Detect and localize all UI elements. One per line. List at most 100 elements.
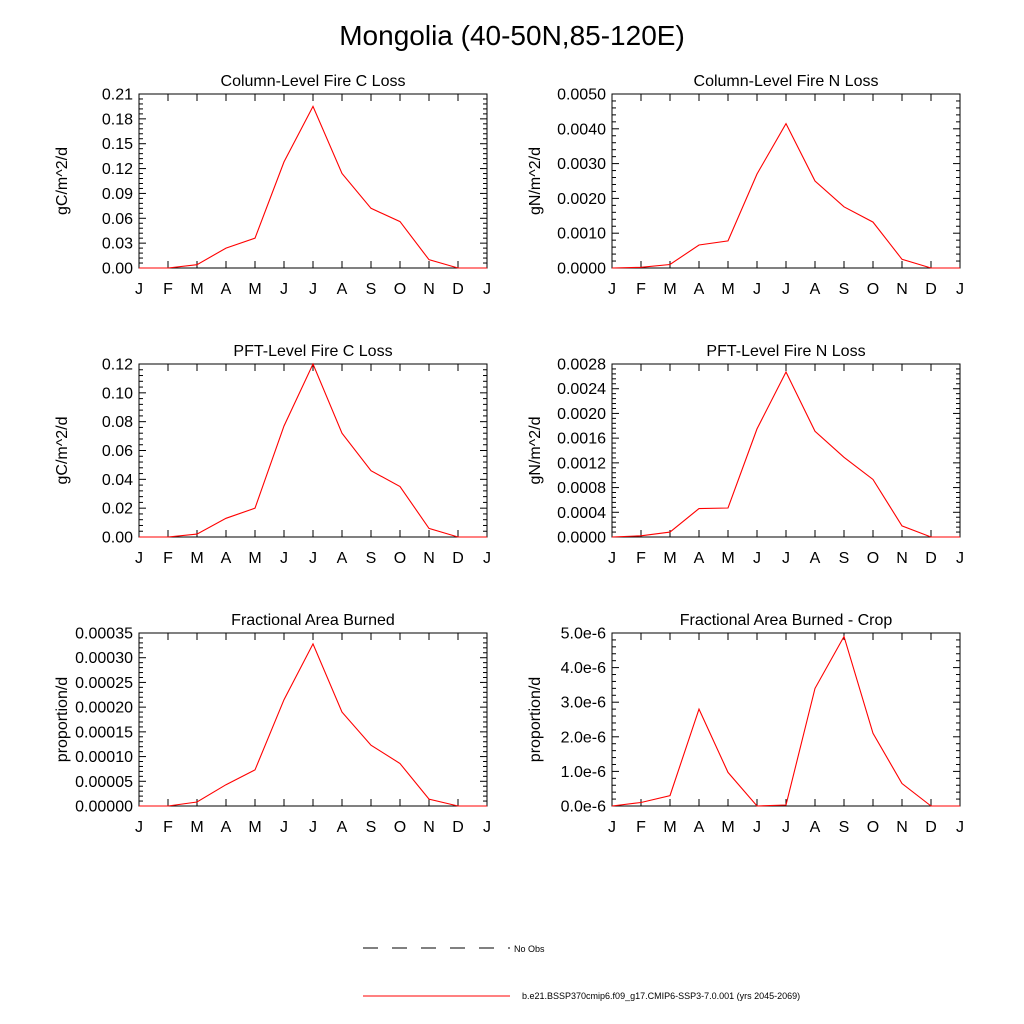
x-tick-label: J — [782, 550, 790, 567]
y-tick-label: 0.0008 — [557, 480, 606, 497]
x-tick-label: A — [694, 281, 705, 298]
y-tick-label: 0.0000 — [557, 261, 606, 278]
x-tick-label: J — [309, 550, 317, 567]
x-tick-label: A — [337, 281, 348, 298]
x-tick-label: F — [163, 550, 173, 567]
legend: No Obs b.e21.BSSP370cmip6.f09_g17.CMIP6-S… — [363, 944, 800, 1001]
x-tick-label: D — [925, 550, 937, 567]
x-tick-label: M — [663, 550, 676, 567]
x-tick-label: J — [956, 819, 964, 836]
y-tick-label: 0.10 — [102, 385, 133, 402]
x-tick-label: O — [394, 550, 406, 567]
y-tick-label: 0.18 — [102, 111, 133, 128]
y-tick-label: 0.0020 — [557, 191, 606, 208]
y-tick-label: 0.00010 — [75, 749, 133, 766]
chart-panel-2: Column-Level Fire N Loss gN/m^2/d 0.0000 0.… — [527, 73, 964, 298]
y-tick-label: 0.12 — [102, 357, 133, 374]
legend-label-no-obs: No Obs — [514, 944, 545, 954]
x-tick-label: J — [753, 281, 761, 298]
y-tick-label: 0.00030 — [75, 650, 133, 667]
x-tick-label: A — [694, 550, 705, 567]
x-tick-label: S — [839, 550, 850, 567]
y-tick-label: 0.0050 — [557, 87, 606, 104]
y-tick-label: 0.0030 — [557, 156, 606, 173]
x-tick-label: J — [956, 550, 964, 567]
x-tick-label: J — [280, 550, 288, 567]
y-tick-label: 0.12 — [102, 161, 133, 178]
x-tick-label: M — [190, 819, 203, 836]
y-tick-label: 0.09 — [102, 186, 133, 203]
panel-title: Column-Level Fire N Loss — [694, 73, 879, 90]
y-tick-label: 0.0000 — [557, 530, 606, 547]
y-tick-label: 0.04 — [102, 472, 133, 489]
y-tick-label: 0.0012 — [557, 455, 606, 472]
y-tick-label: 3.0e-6 — [561, 695, 606, 712]
y-tick-label: 4.0e-6 — [561, 660, 606, 677]
x-tick-label: J — [483, 550, 491, 567]
x-tick-label: J — [956, 281, 964, 298]
x-tick-label: A — [694, 819, 705, 836]
x-tick-label: D — [452, 819, 464, 836]
y-tick-label: 0.15 — [102, 136, 133, 153]
x-tick-label: A — [337, 819, 348, 836]
x-tick-label: M — [248, 819, 261, 836]
x-tick-label: O — [394, 281, 406, 298]
x-tick-label: F — [636, 550, 646, 567]
series-line-1 — [139, 105, 487, 269]
x-tick-label: J — [280, 819, 288, 836]
x-tick-label: S — [839, 819, 850, 836]
y-axis-label: gC/m^2/d — [54, 147, 71, 215]
x-tick-label: J — [608, 281, 616, 298]
y-axis-label: gN/m^2/d — [527, 417, 544, 485]
x-tick-label: M — [190, 550, 203, 567]
y-axis-label: proportion/d — [54, 677, 71, 762]
x-tick-label: J — [135, 281, 143, 298]
x-tick-label: O — [394, 819, 406, 836]
x-tick-label: F — [163, 819, 173, 836]
y-tick-label: 0.00035 — [75, 626, 133, 643]
x-tick-label: O — [867, 550, 879, 567]
x-tick-label: A — [337, 550, 348, 567]
x-tick-label: N — [423, 819, 435, 836]
x-tick-label: A — [810, 550, 821, 567]
chart-panel-4: PFT-Level Fire N Loss gN/m^2/d 0.0000 0.000… — [527, 343, 964, 567]
x-tick-label: M — [190, 281, 203, 298]
x-tick-label: S — [366, 819, 377, 836]
x-tick-label: N — [896, 281, 908, 298]
x-tick-label: J — [483, 281, 491, 298]
series-line-1 — [139, 642, 487, 807]
x-tick-label: M — [721, 819, 734, 836]
y-tick-label: 0.0010 — [557, 226, 606, 243]
y-tick-label: 0.00000 — [75, 799, 133, 816]
y-axis-label: proportion/d — [527, 677, 544, 762]
series-line-1 — [611, 635, 960, 807]
x-tick-label: J — [309, 281, 317, 298]
x-tick-label: J — [608, 550, 616, 567]
y-tick-label: 0.0040 — [557, 121, 606, 138]
y-tick-label: 0.0024 — [557, 381, 606, 398]
y-axis-label: gC/m^2/d — [54, 417, 71, 485]
x-tick-label: J — [483, 819, 491, 836]
panel-title: PFT-Level Fire N Loss — [706, 343, 865, 360]
x-tick-label: S — [366, 550, 377, 567]
x-tick-label: A — [221, 550, 232, 567]
x-tick-label: M — [721, 550, 734, 567]
x-tick-label: J — [753, 819, 761, 836]
panel-title: Column-Level Fire C Loss — [221, 73, 406, 90]
chart-panel-6: Fractional Area Burned - Crop proportion/… — [527, 612, 964, 836]
plot-frame — [138, 632, 488, 807]
y-tick-label: 0.02 — [102, 501, 133, 518]
series-line-1 — [611, 370, 960, 538]
y-tick-label: 0.00025 — [75, 675, 133, 692]
x-tick-label: D — [925, 281, 937, 298]
x-tick-label: J — [753, 550, 761, 567]
x-tick-label: S — [366, 281, 377, 298]
y-tick-label: 5.0e-6 — [561, 626, 606, 643]
y-tick-label: 0.00 — [102, 261, 133, 278]
x-tick-label: A — [221, 819, 232, 836]
x-tick-label: O — [867, 281, 879, 298]
plot-frame — [611, 93, 961, 269]
y-tick-label: 0.00015 — [75, 724, 133, 741]
chart-panel-5: Fractional Area Burnedproportion/d0.0000… — [54, 612, 491, 836]
plot-frame — [611, 363, 961, 538]
